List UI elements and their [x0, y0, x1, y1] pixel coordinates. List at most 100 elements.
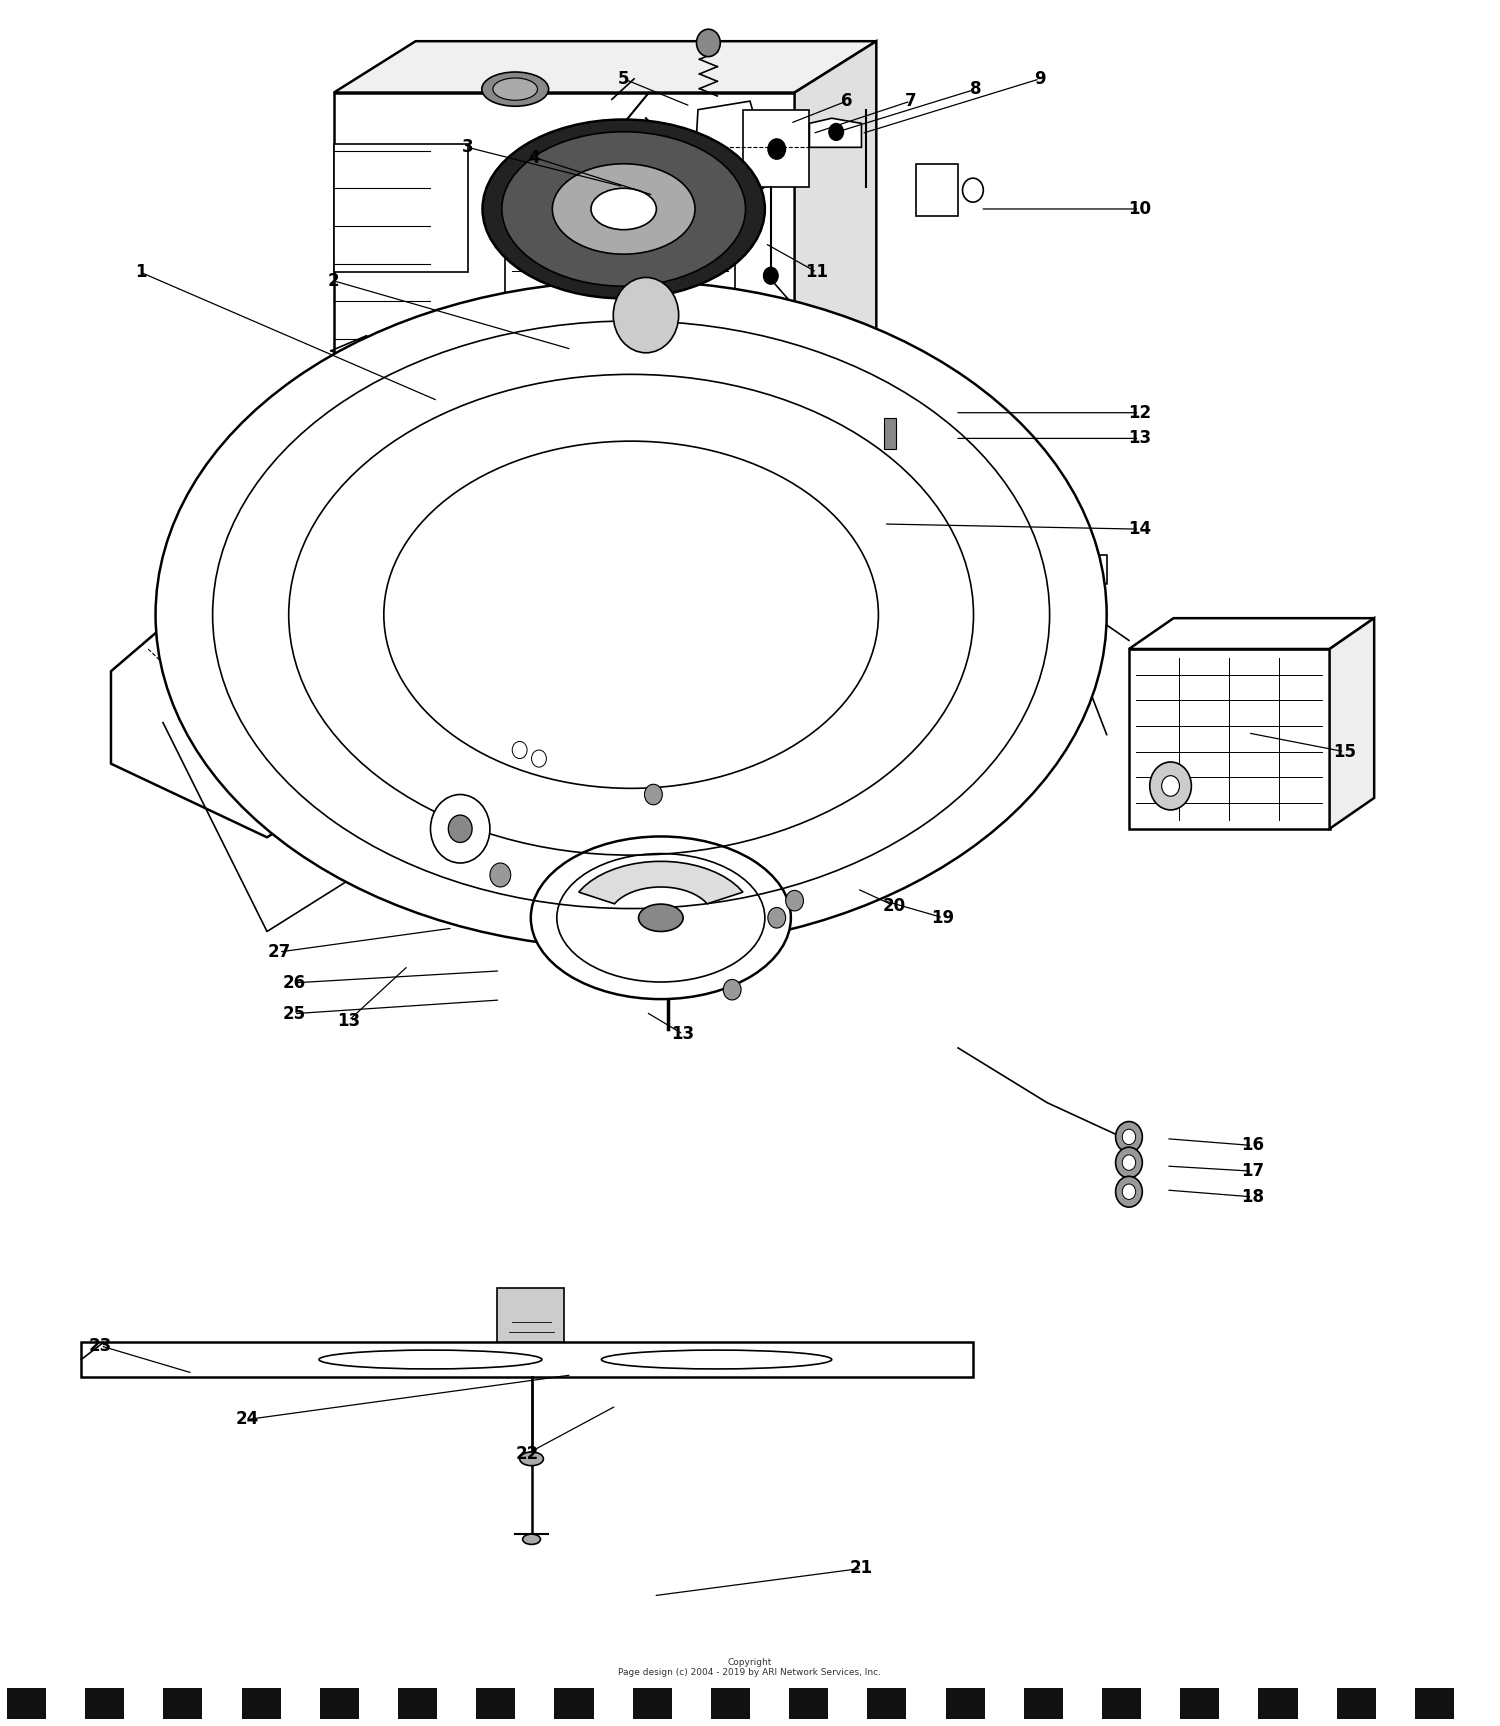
- Text: 13: 13: [672, 1025, 694, 1043]
- Ellipse shape: [482, 72, 549, 107]
- Polygon shape: [810, 119, 861, 147]
- Circle shape: [1116, 1122, 1143, 1153]
- Ellipse shape: [156, 281, 1107, 949]
- Text: 24: 24: [236, 1410, 260, 1429]
- Text: 19: 19: [932, 910, 956, 927]
- Polygon shape: [693, 102, 758, 186]
- Text: ARParts.team: ARParts.team: [652, 735, 758, 751]
- Polygon shape: [639, 806, 698, 841]
- Bar: [750, 1688, 789, 1719]
- Text: 9: 9: [1034, 69, 1046, 88]
- Text: 21: 21: [850, 1559, 873, 1578]
- Text: 4: 4: [528, 148, 540, 167]
- Circle shape: [1122, 1155, 1136, 1170]
- Polygon shape: [861, 375, 936, 456]
- Bar: [884, 418, 896, 449]
- Text: 22: 22: [516, 1445, 538, 1462]
- Bar: [202, 1688, 242, 1719]
- Text: 23: 23: [88, 1338, 112, 1355]
- Bar: [124, 1688, 164, 1719]
- Circle shape: [764, 268, 778, 285]
- Bar: [906, 1688, 945, 1719]
- Bar: [594, 1688, 633, 1719]
- Bar: [358, 1688, 398, 1719]
- Bar: [672, 1688, 711, 1719]
- Polygon shape: [579, 861, 742, 904]
- Bar: [828, 1688, 867, 1719]
- Ellipse shape: [522, 1534, 540, 1545]
- Text: 10: 10: [1128, 200, 1150, 217]
- Circle shape: [1116, 1177, 1143, 1206]
- Circle shape: [768, 908, 786, 929]
- Bar: [476, 1688, 516, 1719]
- Bar: [280, 1688, 320, 1719]
- Text: 26: 26: [282, 973, 306, 992]
- Polygon shape: [1130, 618, 1374, 649]
- Ellipse shape: [531, 837, 790, 999]
- Polygon shape: [334, 93, 795, 444]
- Bar: [867, 1688, 906, 1719]
- Circle shape: [786, 891, 804, 911]
- Text: 18: 18: [1240, 1187, 1264, 1206]
- Ellipse shape: [591, 188, 657, 230]
- Bar: [320, 1688, 358, 1719]
- Ellipse shape: [494, 78, 537, 100]
- Text: 11: 11: [806, 264, 828, 281]
- Polygon shape: [795, 41, 876, 444]
- Text: 14: 14: [1128, 520, 1150, 539]
- Bar: [945, 1688, 984, 1719]
- Ellipse shape: [519, 1452, 543, 1465]
- Circle shape: [448, 815, 472, 842]
- Text: 1: 1: [135, 264, 147, 281]
- Bar: [1376, 1688, 1414, 1719]
- Polygon shape: [334, 41, 876, 93]
- Polygon shape: [742, 110, 810, 186]
- Bar: [555, 1688, 594, 1719]
- Text: 12: 12: [1128, 404, 1150, 421]
- Polygon shape: [1130, 649, 1329, 828]
- Polygon shape: [506, 704, 554, 772]
- Bar: [164, 1688, 202, 1719]
- Circle shape: [531, 751, 546, 766]
- Bar: [711, 1688, 750, 1719]
- Bar: [1220, 1688, 1258, 1719]
- Text: 8: 8: [970, 79, 981, 98]
- Bar: [1142, 1688, 1180, 1719]
- Polygon shape: [334, 143, 468, 273]
- Circle shape: [490, 863, 510, 887]
- Text: 13: 13: [1128, 430, 1150, 447]
- Bar: [86, 1688, 124, 1719]
- Circle shape: [963, 178, 984, 202]
- Polygon shape: [1329, 618, 1374, 828]
- Circle shape: [430, 794, 490, 863]
- Circle shape: [1116, 1148, 1143, 1179]
- Ellipse shape: [503, 131, 746, 287]
- Circle shape: [512, 742, 526, 758]
- Text: 6: 6: [842, 91, 852, 110]
- Bar: [1258, 1688, 1298, 1719]
- Bar: [8, 1688, 46, 1719]
- Text: 5: 5: [618, 69, 630, 88]
- Bar: [46, 1688, 86, 1719]
- Bar: [984, 1688, 1024, 1719]
- Circle shape: [1122, 1184, 1136, 1200]
- Bar: [398, 1688, 436, 1719]
- Bar: [1064, 1688, 1102, 1719]
- Circle shape: [696, 29, 720, 57]
- Text: 2: 2: [328, 273, 339, 290]
- Bar: [242, 1688, 280, 1719]
- Text: 27: 27: [267, 942, 291, 961]
- Polygon shape: [81, 1343, 974, 1377]
- Polygon shape: [916, 164, 958, 216]
- Polygon shape: [506, 230, 735, 392]
- Text: 15: 15: [1334, 742, 1356, 761]
- Ellipse shape: [552, 164, 694, 254]
- Text: 16: 16: [1240, 1136, 1264, 1155]
- Text: 3: 3: [462, 138, 474, 157]
- Circle shape: [1150, 761, 1191, 809]
- Bar: [1336, 1688, 1376, 1719]
- Text: 20: 20: [882, 898, 906, 915]
- Bar: [1454, 1688, 1492, 1719]
- Text: 13: 13: [338, 1011, 360, 1029]
- Circle shape: [1122, 1129, 1136, 1144]
